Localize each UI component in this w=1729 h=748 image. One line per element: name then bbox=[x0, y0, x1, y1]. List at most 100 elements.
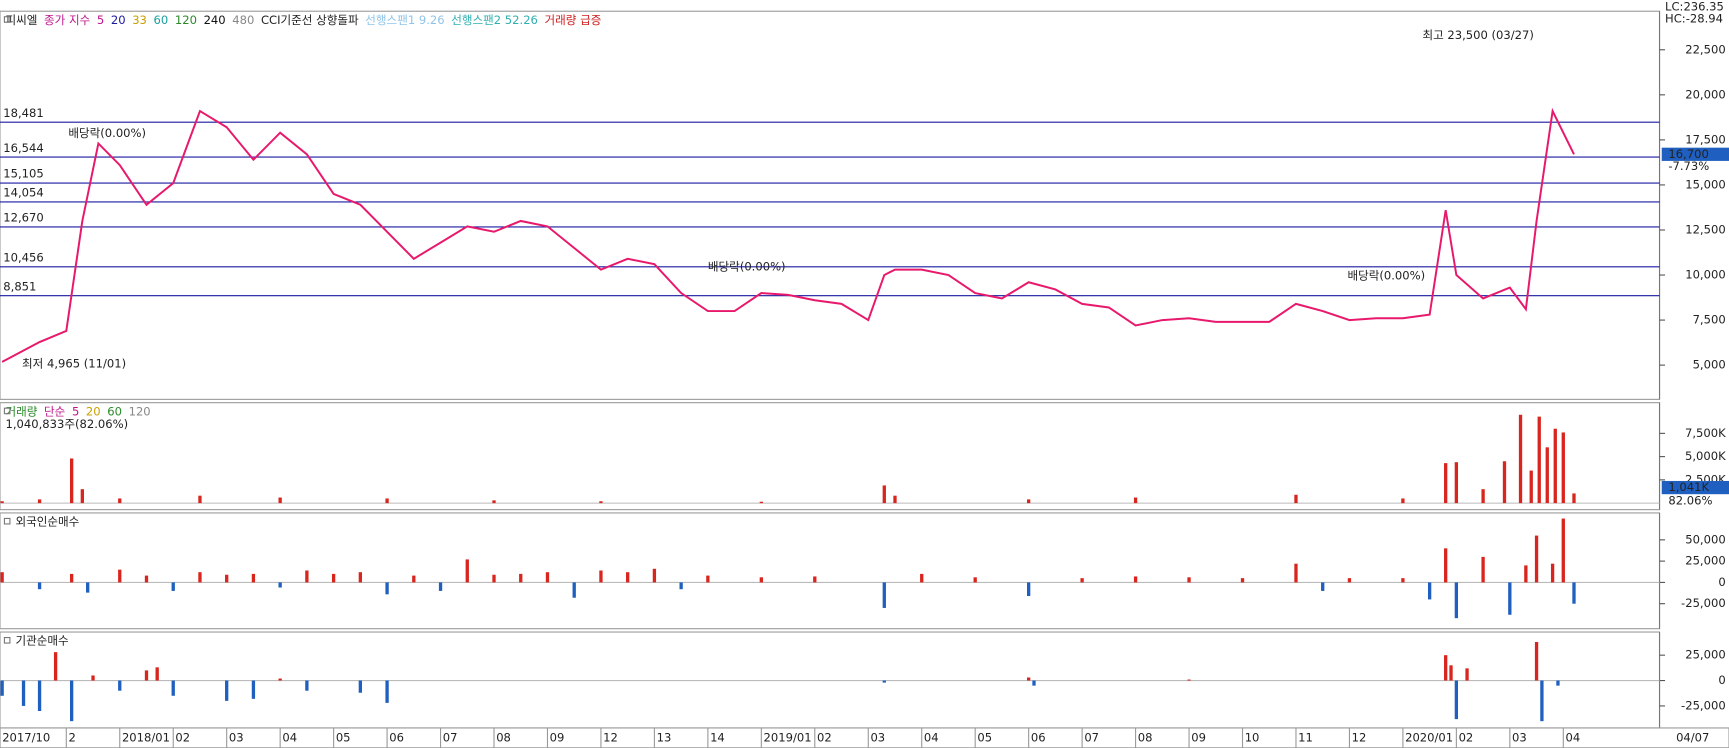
bar bbox=[155, 667, 159, 681]
bar bbox=[171, 582, 175, 591]
x-tick-label: 09 bbox=[1191, 730, 1206, 744]
legend-entry: 피씨엘 bbox=[6, 13, 38, 27]
legend-entry: 거래량 급증 bbox=[545, 13, 602, 27]
x-tick-label: 2020/01 bbox=[1405, 730, 1453, 744]
y-tick-label: 17,500 bbox=[1685, 132, 1725, 146]
x-tick-label: 2019/01 bbox=[764, 730, 812, 744]
bar bbox=[572, 582, 576, 598]
bar bbox=[545, 572, 550, 583]
x-tick-label: 06 bbox=[389, 730, 404, 744]
panel-icon bbox=[3, 636, 11, 644]
level-label: 12,670 bbox=[3, 211, 43, 225]
bar bbox=[37, 499, 42, 504]
bar bbox=[0, 501, 4, 504]
x-tick-label: 2 bbox=[69, 730, 76, 744]
x-tick-label: 06 bbox=[1031, 730, 1046, 744]
x-tick-label: 02 bbox=[175, 730, 190, 744]
bar bbox=[1026, 582, 1031, 597]
bar bbox=[1518, 414, 1523, 504]
last-price: 16,700 bbox=[1668, 147, 1708, 161]
panel-icon bbox=[3, 16, 11, 23]
level-label: 14,054 bbox=[3, 186, 43, 200]
bar bbox=[144, 670, 149, 681]
x-tick-label: 02 bbox=[817, 730, 832, 744]
legend-entry: 5 bbox=[97, 13, 104, 27]
bar bbox=[1026, 499, 1031, 504]
legend-entry: 120 bbox=[175, 13, 197, 27]
x-tick-label: 05 bbox=[977, 730, 992, 744]
bar bbox=[1481, 556, 1485, 583]
bar bbox=[1080, 578, 1084, 583]
ex-dividend: 배당락(0.00%) bbox=[68, 126, 146, 140]
x-tick-label: 10 bbox=[1245, 730, 1260, 744]
bar bbox=[882, 582, 886, 608]
bar bbox=[278, 678, 282, 681]
x-tick-label: 04 bbox=[282, 730, 297, 744]
current-date: 04/07 bbox=[1676, 730, 1709, 744]
x-tick-label: 11 bbox=[1298, 730, 1313, 744]
bar bbox=[1481, 489, 1485, 504]
panel-frame bbox=[0, 512, 1661, 630]
panel-icon bbox=[3, 517, 11, 525]
legend-entry: 단순 bbox=[44, 404, 66, 418]
y-tick-label: 0 bbox=[1718, 575, 1725, 589]
panel-frame bbox=[0, 402, 1661, 511]
bar bbox=[920, 573, 924, 583]
bar bbox=[759, 577, 763, 583]
bar bbox=[171, 680, 175, 696]
bar bbox=[1502, 461, 1507, 504]
y-tick-label: 10,000 bbox=[1685, 268, 1725, 282]
bar bbox=[599, 570, 603, 583]
bar bbox=[1427, 582, 1432, 600]
legend-entry: 거래량 bbox=[6, 404, 38, 418]
bar bbox=[1444, 655, 1448, 681]
x-tick-label: 04 bbox=[1566, 730, 1581, 744]
y-tick-label: 15,000 bbox=[1685, 177, 1725, 191]
bar bbox=[0, 680, 4, 696]
bar bbox=[882, 680, 886, 683]
bar bbox=[0, 572, 4, 583]
bar bbox=[1561, 518, 1565, 583]
ex-dividend: 배당락(0.00%) bbox=[1347, 268, 1425, 282]
bar bbox=[1240, 578, 1245, 583]
y-tick-label: 5,000 bbox=[1693, 358, 1726, 372]
bar bbox=[21, 680, 26, 706]
bar bbox=[1508, 582, 1512, 615]
bar bbox=[1454, 462, 1459, 504]
bar bbox=[465, 559, 469, 583]
y-tick-label: 5,000K bbox=[1685, 449, 1726, 463]
bar bbox=[1465, 668, 1469, 681]
bar bbox=[1572, 582, 1576, 604]
bar bbox=[1347, 578, 1352, 583]
bar bbox=[759, 501, 763, 504]
change: -7.73% bbox=[1668, 159, 1709, 173]
bar bbox=[438, 582, 443, 591]
bar bbox=[626, 572, 630, 583]
bar bbox=[118, 680, 122, 691]
bar bbox=[69, 680, 74, 722]
bar bbox=[53, 652, 58, 681]
bar bbox=[1454, 680, 1459, 720]
x-tick-label: 12 bbox=[1352, 730, 1367, 744]
high-label: 최고 23,500 (03/27) bbox=[1422, 28, 1533, 42]
level-label: 16,544 bbox=[3, 141, 43, 155]
bar bbox=[973, 577, 977, 583]
bar bbox=[278, 582, 282, 588]
x-tick-label: 04 bbox=[924, 730, 939, 744]
bar bbox=[1294, 494, 1298, 504]
bar bbox=[1187, 577, 1191, 583]
bar bbox=[1294, 563, 1298, 583]
bar bbox=[652, 568, 657, 583]
y-tick-label: -25,000 bbox=[1681, 698, 1726, 712]
legend-entry: 60 bbox=[154, 13, 169, 27]
legend-entry: 5 bbox=[72, 404, 79, 418]
y-tick-label: 25,000 bbox=[1685, 554, 1725, 568]
bar bbox=[813, 576, 817, 583]
y-tick-label: 50,000 bbox=[1685, 532, 1725, 546]
bar bbox=[69, 573, 74, 583]
lc-label: LC:236.35 bbox=[1665, 0, 1724, 13]
legend-entry: 선행스팬1 9.26 bbox=[365, 13, 444, 27]
legend-entry: 33 bbox=[132, 13, 147, 27]
bar bbox=[385, 498, 389, 504]
